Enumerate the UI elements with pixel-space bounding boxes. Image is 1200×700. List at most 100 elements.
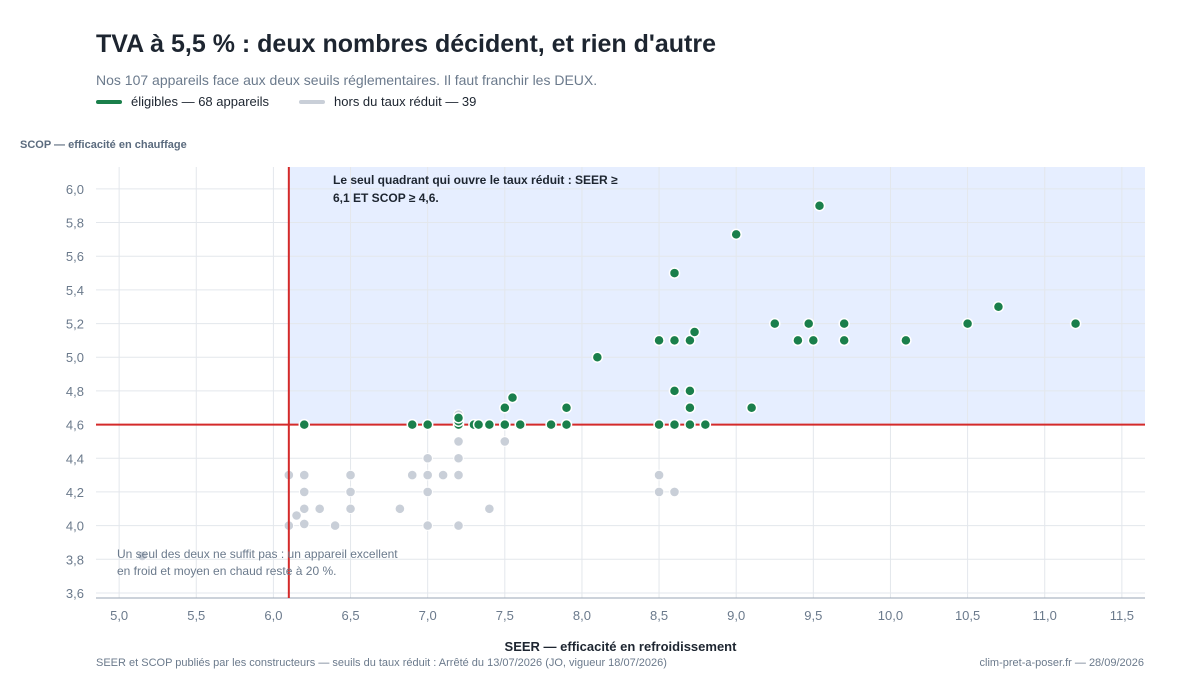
point-ineligible [298, 503, 310, 515]
point-eligible [653, 334, 665, 347]
point-ineligible [422, 452, 433, 464]
point-eligible [807, 334, 820, 347]
x-tick-label: 6,5 [341, 608, 359, 623]
x-tick-label: 7,5 [496, 608, 514, 623]
y-axis-title: SCOP — efficacité en chauffage [20, 139, 187, 151]
point-ineligible [422, 520, 433, 531]
point-eligible [745, 402, 758, 414]
corner-annotation-line: Un seul des deux ne suffit pas : un appa… [117, 547, 398, 561]
point-eligible [668, 385, 681, 397]
point-eligible [499, 402, 511, 414]
point-ineligible [422, 469, 433, 481]
y-tick-label: 3,8 [66, 552, 84, 567]
x-axis-title: SEER — efficacité en refroidissement [505, 639, 738, 654]
point-ineligible [298, 469, 310, 481]
x-tick-label: 8,5 [650, 608, 668, 623]
point-ineligible [669, 486, 680, 498]
x-tick-label: 11,5 [1110, 608, 1134, 623]
point-eligible [961, 317, 974, 330]
chart-subtitle: Nos 107 appareils face aux deux seuils r… [96, 72, 598, 88]
y-tick-label: 5,8 [66, 216, 84, 231]
y-tick-label: 3,6 [66, 586, 84, 601]
point-ineligible [453, 452, 464, 464]
x-tick-label: 10,5 [955, 608, 980, 623]
point-eligible [792, 334, 804, 347]
y-tick-label: 5,2 [66, 317, 84, 332]
x-tick-label: 8,0 [573, 608, 591, 623]
point-ineligible [484, 503, 495, 515]
point-ineligible [437, 469, 449, 481]
point-eligible [802, 317, 815, 330]
point-eligible [684, 418, 696, 431]
point-eligible [452, 412, 465, 424]
point-ineligible [406, 469, 418, 481]
y-tick-label: 6,0 [66, 182, 84, 197]
y-tick-label: 4,0 [66, 519, 84, 534]
point-eligible [560, 418, 573, 431]
quadrant-annotation-line: Le seul quadrant qui ouvre le taux rédui… [333, 173, 618, 187]
point-eligible [560, 402, 573, 414]
point-eligible [769, 317, 781, 330]
point-eligible [838, 317, 850, 330]
point-ineligible [345, 486, 356, 498]
point-eligible [992, 300, 1005, 313]
point-eligible [668, 334, 681, 347]
quadrant-annotation-line: 6,1 ET SCOP ≥ 4,6. [333, 191, 439, 205]
legend-label-eligible: éligibles — 68 appareils [131, 94, 270, 109]
point-ineligible [653, 469, 665, 481]
point-eligible [483, 418, 496, 431]
point-ineligible [394, 503, 406, 515]
quadrant-annotation: Le seul quadrant qui ouvre le taux rédui… [333, 173, 618, 205]
x-tick-label: 7,0 [419, 608, 437, 623]
point-ineligible [298, 518, 310, 530]
point-ineligible [314, 503, 325, 515]
y-tick-label: 5,0 [66, 350, 84, 365]
x-tick-label: 5,0 [110, 608, 128, 623]
point-eligible [545, 418, 557, 431]
point-ineligible [291, 510, 302, 521]
point-eligible [668, 418, 681, 431]
point-eligible [653, 418, 665, 431]
footer-source: SEER et SCOP publiés par les constructeu… [96, 657, 667, 669]
point-eligible [699, 418, 712, 431]
point-eligible [730, 228, 742, 241]
point-eligible [684, 385, 696, 397]
x-tick-label: 9,5 [804, 608, 822, 623]
chart-title: TVA à 5,5 % : deux nombres décident, et … [96, 30, 716, 58]
point-eligible [684, 402, 696, 414]
point-ineligible [453, 436, 464, 447]
point-ineligible [298, 486, 310, 498]
point-eligible [813, 199, 826, 212]
point-ineligible [345, 469, 356, 481]
point-eligible [591, 351, 604, 363]
x-tick-label: 9,0 [727, 608, 745, 623]
point-ineligible [136, 550, 148, 562]
y-tick-label: 5,6 [66, 249, 84, 264]
point-ineligible [653, 486, 665, 498]
point-eligible [421, 418, 434, 431]
point-eligible [1069, 317, 1082, 330]
point-ineligible [453, 469, 464, 481]
point-eligible [406, 418, 418, 431]
y-tick-label: 4,4 [66, 451, 84, 466]
x-tick-label: 11,0 [1033, 608, 1057, 623]
legend-item-ineligible: hors du taux réduit — 39 [299, 94, 476, 109]
point-ineligible [345, 503, 356, 515]
x-tick-label: 6,0 [264, 608, 282, 623]
y-tick-label: 5,4 [66, 283, 84, 298]
point-eligible [298, 418, 311, 431]
footer-credit: clim-pret-a-poser.fr — 28/09/2026 [979, 657, 1144, 669]
point-ineligible [422, 486, 433, 498]
point-eligible [499, 418, 511, 431]
x-tick-label: 10,0 [878, 608, 903, 623]
y-tick-label: 4,2 [66, 485, 84, 500]
y-tick-label: 4,8 [66, 384, 84, 399]
point-ineligible [329, 520, 341, 531]
eligible-quadrant [288, 167, 1145, 425]
legend-item-eligible: éligibles — 68 appareils [96, 94, 269, 109]
point-ineligible [453, 520, 464, 531]
corner-annotation: Un seul des deux ne suffit pas : un appa… [117, 547, 398, 578]
point-eligible [514, 418, 526, 431]
legend-label-ineligible: hors du taux réduit — 39 [334, 94, 477, 109]
